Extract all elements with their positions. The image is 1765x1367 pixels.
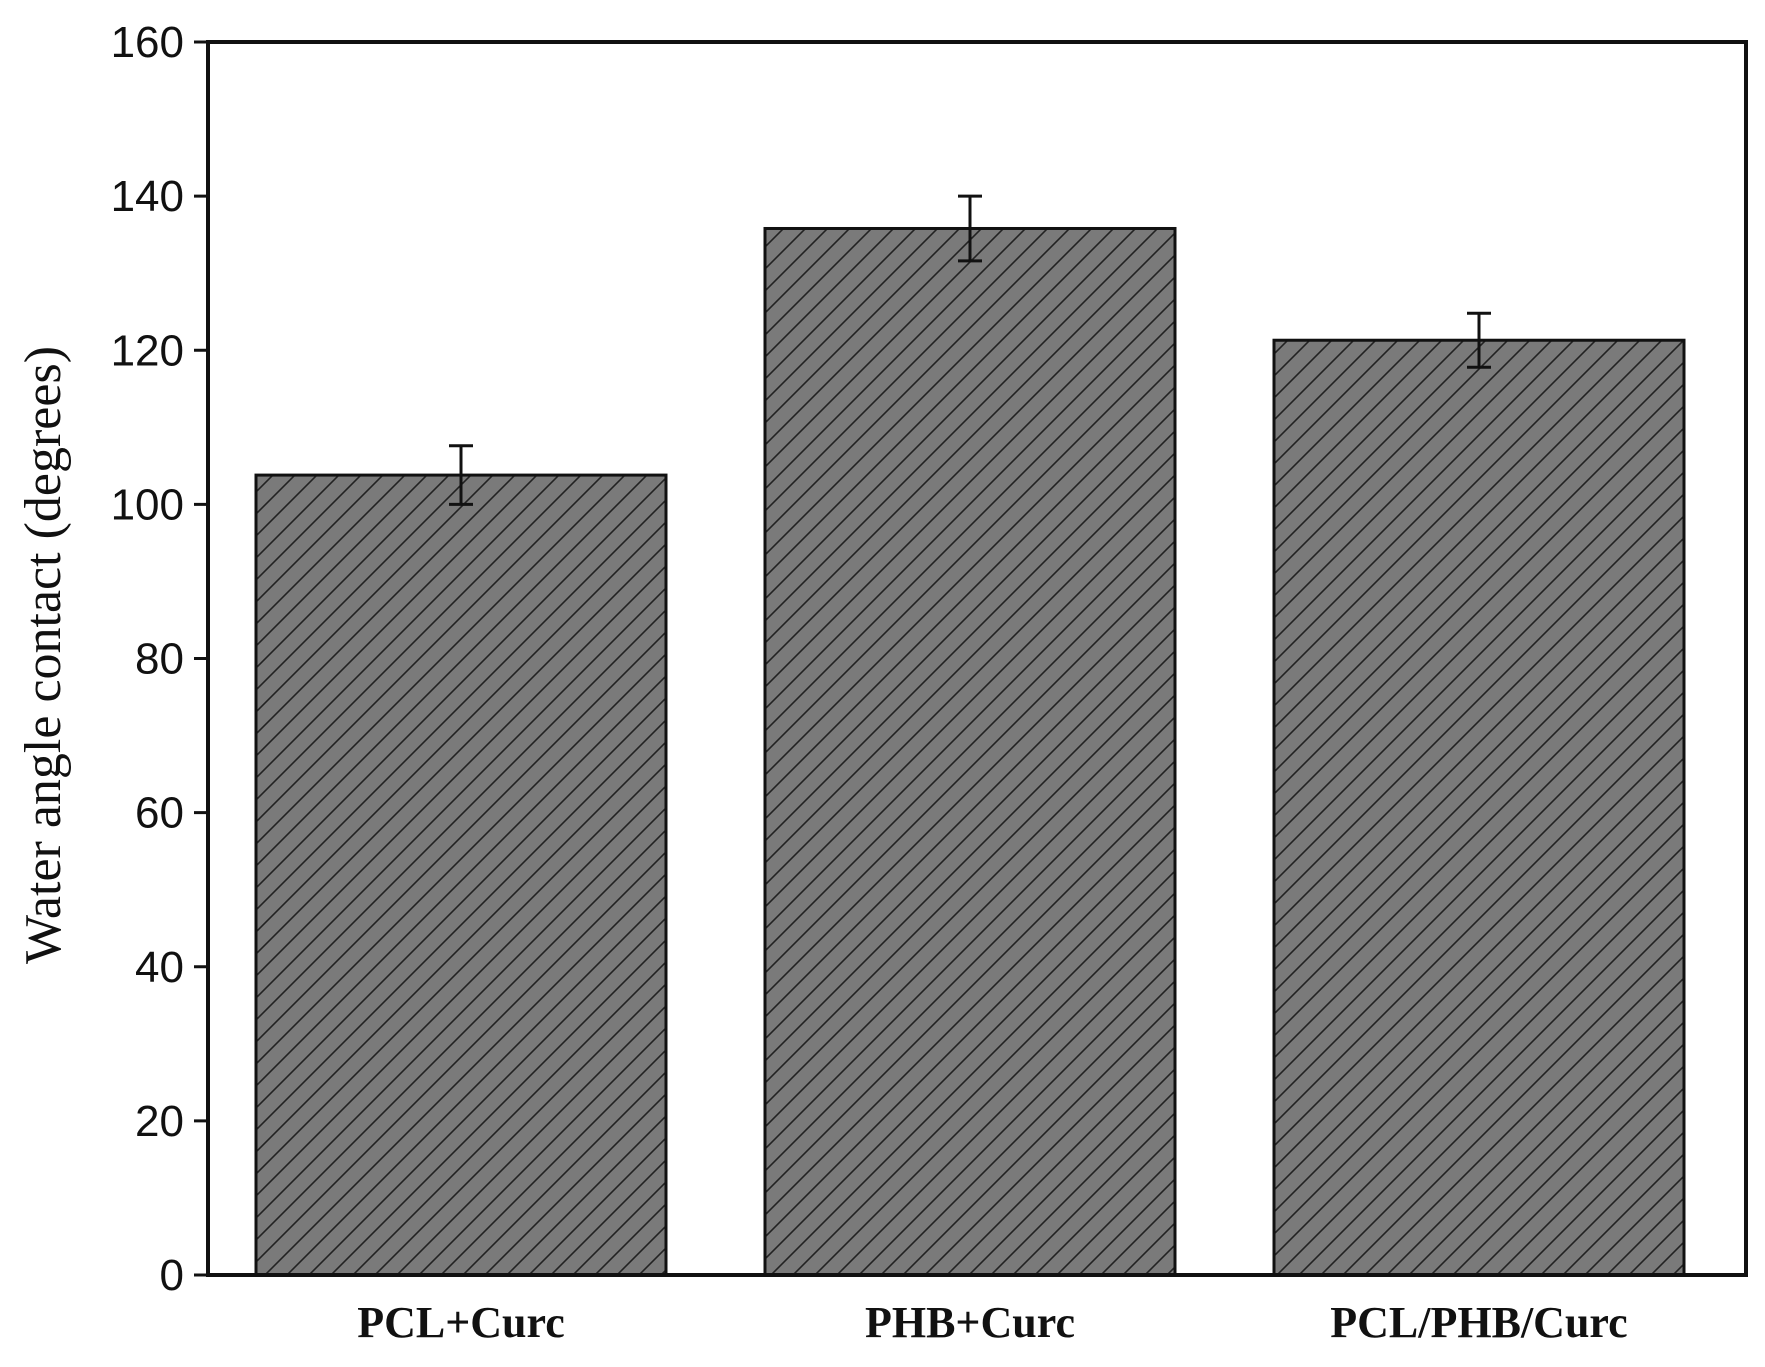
error-bar-PCL+Curc [449, 444, 473, 506]
x-axis: PCL+Curc PHB+Curc PCL/PHB/Curc [357, 1298, 1628, 1347]
error-bar-PCL/PHB/Curc [1467, 311, 1491, 369]
y-tick-label-120: 120 [111, 326, 184, 375]
y-tick-label-40: 40 [135, 943, 184, 992]
error-bar-PHB+Curc [958, 194, 982, 263]
bar-PCL+Curc [254, 473, 668, 1277]
y-tick-label-140: 140 [111, 172, 184, 221]
y-tick-label-100: 100 [111, 480, 184, 529]
bar-PHB+Curc [763, 226, 1177, 1277]
y-axis-title: Water angle contact (degrees) [15, 346, 72, 964]
y-tick-label-20: 20 [135, 1097, 184, 1146]
y-tick-label-160: 160 [111, 18, 184, 67]
bars [254, 226, 1686, 1277]
y-tick-label-60: 60 [135, 789, 184, 838]
bar-PCL/PHB/Curc [1272, 338, 1686, 1277]
y-tick-label-80: 80 [135, 635, 184, 684]
x-tick-label-PCL+Curc: PCL+Curc [357, 1298, 565, 1347]
y-axis: 0 20 40 60 80 100 120 140 160 [111, 18, 208, 1300]
y-tick-label-0: 0 [160, 1251, 184, 1300]
x-tick-label-PHB+Curc: PHB+Curc [865, 1298, 1075, 1347]
x-tick-label-PCL/PHB/Curc: PCL/PHB/Curc [1330, 1298, 1627, 1347]
error-bars [449, 194, 1491, 506]
plot-frame [206, 40, 1748, 1277]
